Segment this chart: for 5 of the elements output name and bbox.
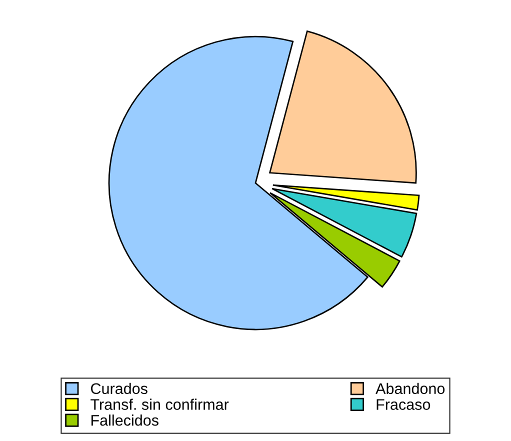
- legend-label: Curados: [91, 382, 148, 394]
- legend-label: Fracaso: [376, 399, 430, 410]
- legend-label: Transf. sin confirmar: [90, 398, 229, 410]
- legend-label: Fallecidos: [91, 414, 158, 426]
- legend-label: Abandono: [376, 382, 445, 394]
